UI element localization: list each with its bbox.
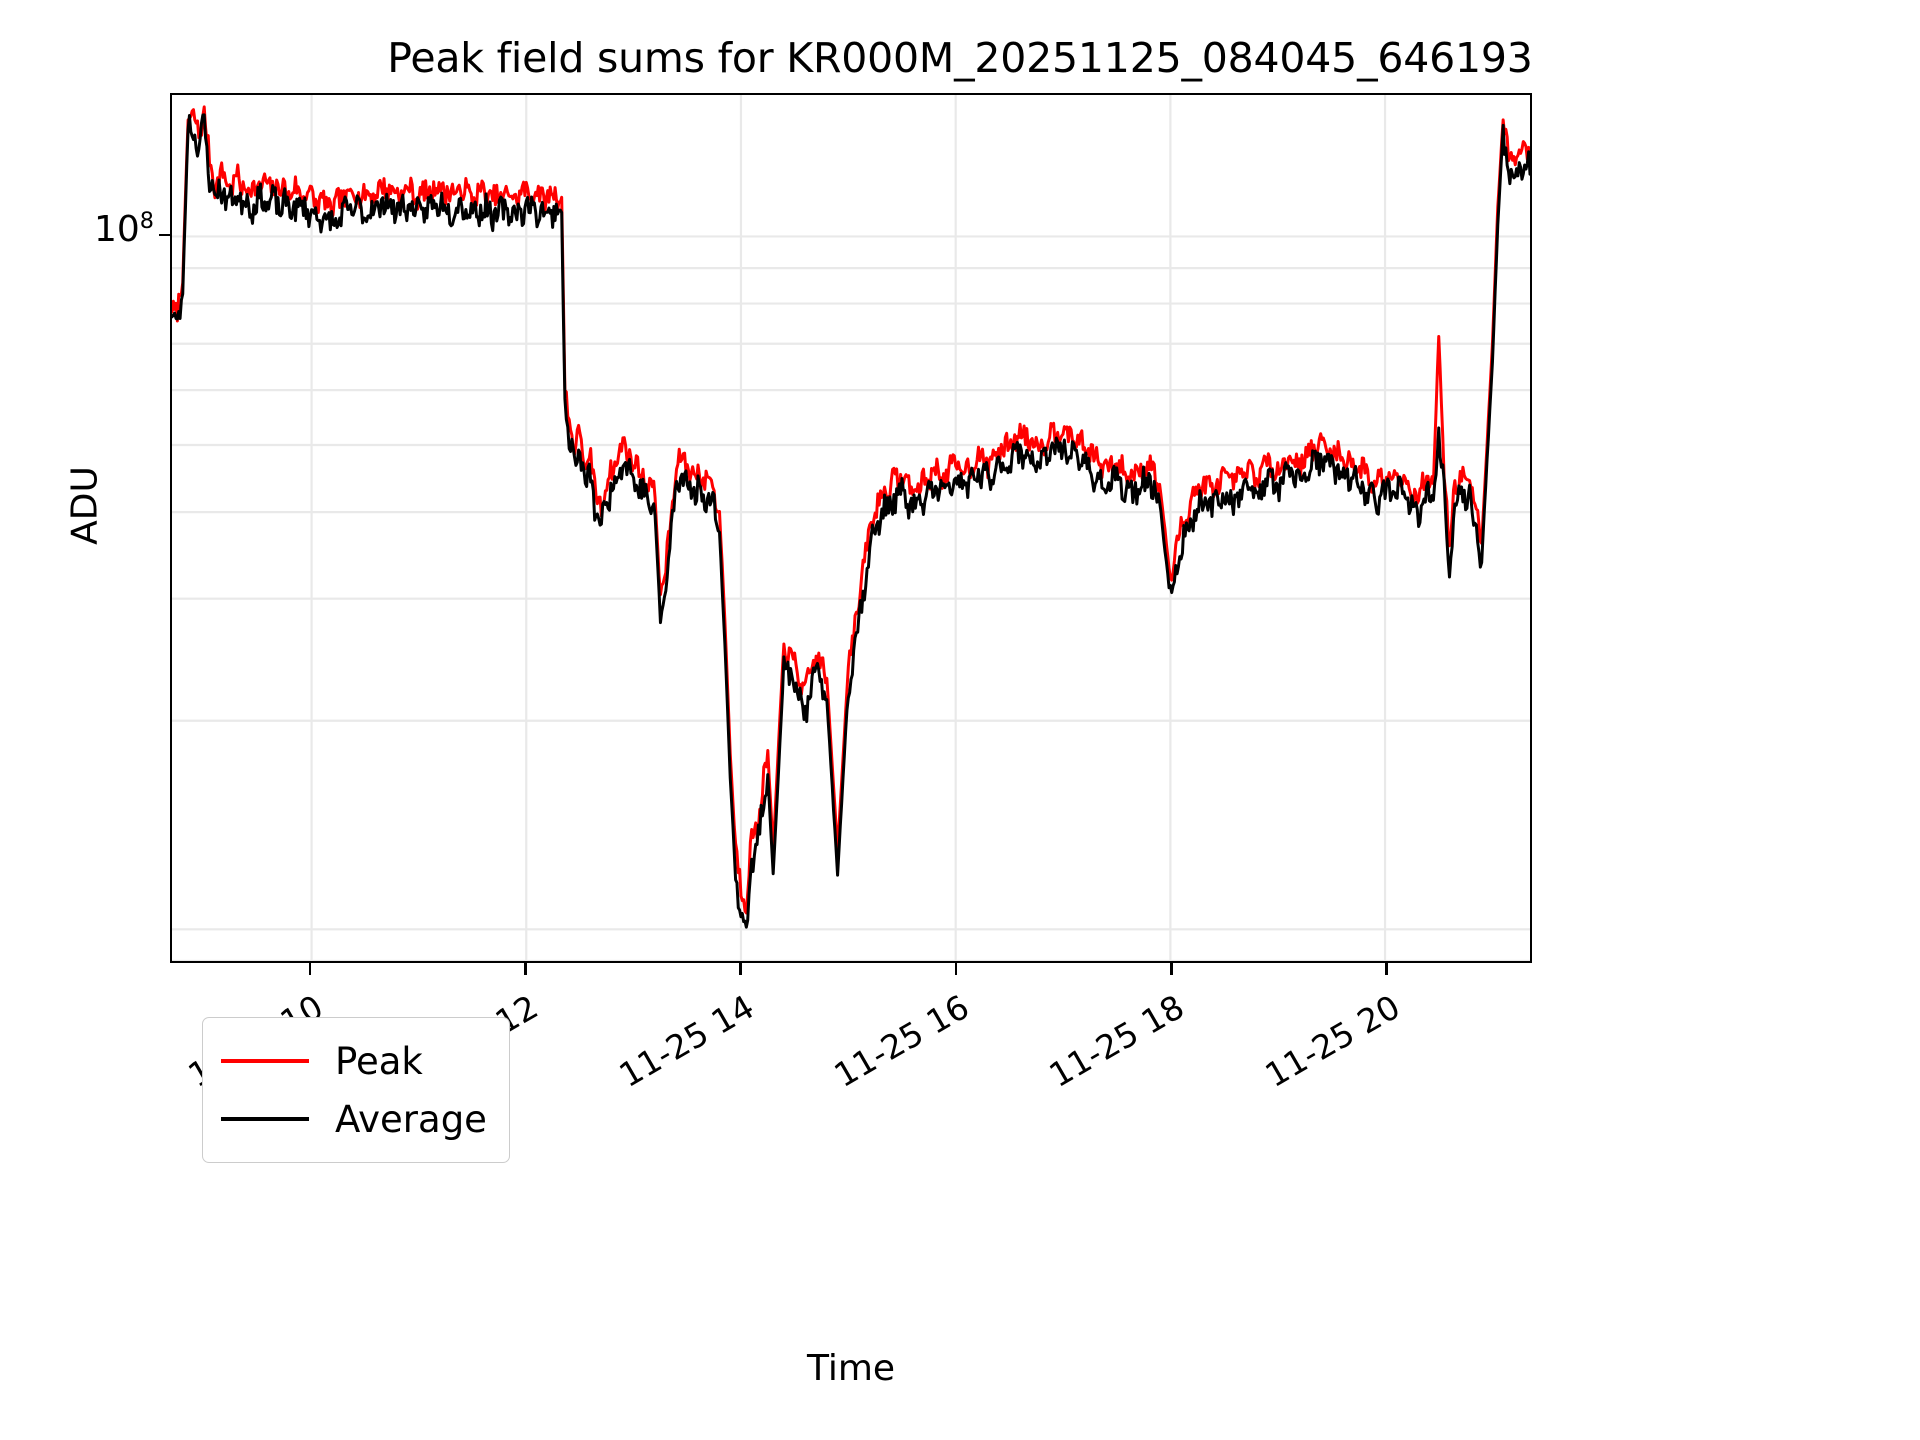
legend-swatch-average [221,1117,309,1121]
x-tick-mark [954,963,958,975]
legend-item-peak[interactable]: Peak [221,1032,487,1090]
y-tick-exponent: 8 [139,208,154,235]
x-tick-mark [1170,963,1173,975]
series-line-average [172,113,1530,929]
series-line-peak [172,105,1530,915]
legend-label-peak: Peak [335,1039,423,1083]
y-tick-mantissa: 10 [93,209,140,251]
plot-svg [172,95,1530,961]
x-tick-mark [739,963,742,975]
x-tick-mark [1385,963,1388,975]
y-tick-mark [159,233,171,237]
chart-legend: Peak Average [202,1017,510,1163]
legend-item-average[interactable]: Average [221,1090,487,1148]
x-tick-mark [308,963,312,975]
grid-lines [172,95,1530,961]
y-axis-label: ADU [64,466,106,545]
page-title: Peak field sums for KR000M_20251125_0840… [387,34,1533,82]
plot-area [170,93,1532,963]
x-tick-mark [524,963,527,975]
x-axis-label: Time [806,1348,896,1389]
legend-label-average: Average [335,1097,487,1141]
legend-swatch-peak [221,1059,309,1063]
y-tick-label: 108 [94,209,154,250]
data-series-layer [172,105,1530,929]
